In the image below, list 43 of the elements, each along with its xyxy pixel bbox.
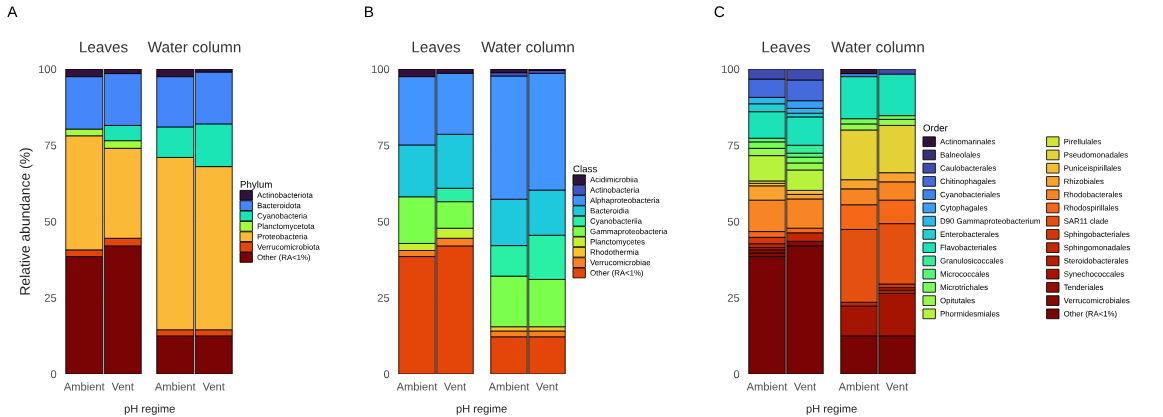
x-tick-label: Ambient [63, 382, 105, 391]
y-tick-label: 100 [371, 65, 390, 74]
x-tick-label: Vent [793, 382, 817, 391]
legend-title: Phylum [240, 180, 272, 190]
x-tick-label: Ambient [838, 382, 880, 391]
y-tick-label: 75 [377, 141, 390, 150]
legend-title: Order [923, 124, 948, 132]
x-tick-label: Ambient [154, 382, 196, 391]
y-tick-label: 50 [44, 217, 57, 226]
x-tick-label: Vent [111, 382, 134, 391]
chart-title: Water column [481, 41, 574, 53]
y-tick-label: 25 [377, 294, 390, 302]
text: B [365, 6, 374, 18]
y-tick-label: 25 [727, 294, 740, 302]
y-tick-label: 100 [721, 65, 740, 74]
x-tick-label: Ambient [488, 382, 530, 391]
x-axis-title: pH regime [124, 404, 175, 415]
y-tick-label: 100 [38, 65, 57, 74]
y-tick-label: 0 [733, 370, 740, 379]
y-tick-label: 75 [727, 141, 740, 150]
y-tick-label: 50 [727, 217, 740, 226]
chart-title: Water column [147, 41, 241, 53]
chart-title: Water column [831, 41, 924, 53]
x-axis-title: pH regime [456, 404, 507, 415]
y-tick-label: 0 [383, 370, 390, 379]
y-axis-title: Relative abundance (%) [19, 148, 33, 295]
chart-title: Leaves [762, 41, 811, 53]
chart-title: Leaves [412, 41, 461, 53]
y-tick-label: 0 [50, 370, 57, 379]
x-tick-label: Vent [202, 382, 225, 391]
chart-title: Leaves [80, 41, 128, 53]
x-tick-label: Vent [885, 382, 909, 391]
text: A [7, 6, 18, 18]
x-axis-title: pH regime [806, 404, 857, 415]
legend-title: Class [573, 165, 597, 173]
y-tick-label: 25 [44, 294, 57, 302]
x-tick-label: Vent [535, 382, 559, 391]
y-tick-label: 50 [377, 217, 390, 226]
text: C [714, 6, 725, 18]
x-tick-label: Vent [443, 382, 467, 391]
x-tick-label: Ambient [746, 382, 788, 391]
x-tick-label: Ambient [396, 382, 438, 391]
y-tick-label: 75 [44, 141, 57, 150]
